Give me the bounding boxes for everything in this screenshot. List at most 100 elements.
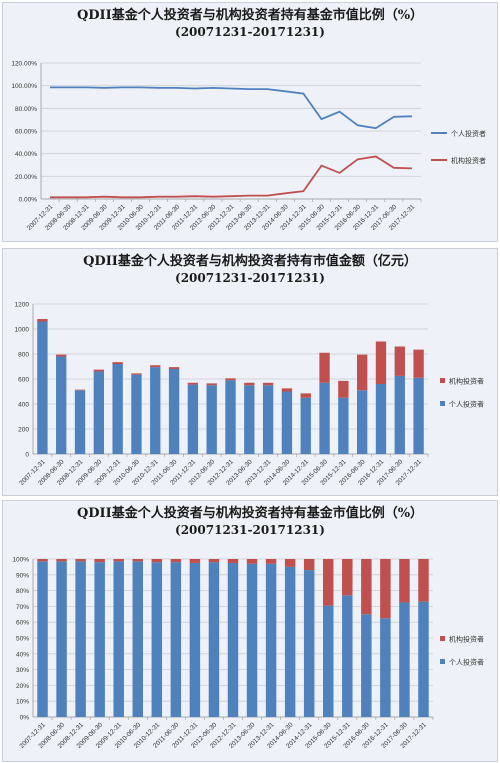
y-tick-label: 60% — [16, 620, 29, 627]
bar-institution — [265, 559, 277, 564]
bar-institution — [187, 382, 199, 385]
y-tick-label: 200 — [18, 427, 29, 434]
y-tick-label: 90% — [16, 572, 29, 579]
bar-institution — [37, 559, 48, 562]
y-tick-label: 120.00% — [11, 61, 37, 68]
bar-individual — [132, 561, 143, 717]
bar-institution — [170, 559, 182, 563]
bar-institution — [206, 383, 217, 386]
bar-institution — [74, 389, 86, 391]
bar-institution — [37, 319, 48, 322]
bar-individual — [394, 375, 405, 454]
bar-institution — [227, 559, 239, 563]
y-tick-label: 30% — [16, 667, 29, 674]
bar-individual — [342, 595, 353, 717]
bar-individual — [37, 321, 48, 454]
bar-institution — [380, 559, 391, 619]
chart-title: QDII基金个人投资者与机构投资者持有基金市值比例（%） — [76, 8, 424, 23]
legend-label: 个人投资者 — [449, 658, 484, 667]
y-tick-label: 40% — [16, 651, 29, 658]
bar-institution — [361, 559, 372, 615]
bar-institution — [303, 559, 315, 571]
bar-institution — [281, 388, 293, 392]
chart-title-block: QDII基金个人投资者与机构投资者持有市值金额（亿元） (20071231-20… — [3, 253, 497, 287]
chart-panel-stacked-amount: QDII基金个人投资者与机构投资者持有市值金额（亿元） (20071231-20… — [2, 248, 498, 496]
bar-institution — [246, 559, 258, 564]
bar-institution — [208, 559, 220, 563]
y-tick-label: 10% — [16, 699, 29, 706]
legend-label: 个人投资者 — [449, 400, 484, 409]
chart-subtitle: (20071231-20171231) — [175, 25, 325, 39]
chart-title: QDII基金个人投资者与机构投资者持有基金市值比例（%） — [76, 506, 424, 521]
bar-individual — [244, 385, 255, 454]
y-tick-label: 0.00% — [19, 197, 38, 204]
chart-title-block: QDII基金个人投资者与机构投资者持有基金市值比例（%） (20071231-2… — [3, 505, 497, 539]
legend-swatch — [440, 636, 445, 641]
bar-institution — [131, 373, 142, 375]
bar-individual — [37, 561, 48, 717]
bar-individual — [246, 563, 258, 717]
line-chart-ratio: 0.00% 20.00% 40.00% 60.00% 80.00% 100.00% 120.… — [11, 61, 486, 232]
bar-individual — [300, 397, 311, 454]
legend-label: 机构投资者 — [451, 156, 486, 165]
bar-individual — [361, 614, 372, 717]
percent-stacked-bar-chart: 0%10%20%30%40%50%60%70%80%90%100%2007-12… — [12, 557, 484, 750]
bar-individual — [227, 562, 239, 717]
bar-individual — [356, 390, 368, 454]
bar-institution — [300, 393, 311, 398]
y-tick-label: 80.00% — [15, 106, 37, 113]
bar-individual — [206, 385, 217, 454]
bar-individual — [187, 384, 199, 454]
bar-individual — [262, 385, 274, 454]
bar-individual — [418, 601, 429, 717]
bar-individual — [265, 563, 277, 717]
chart-subtitle: (20071231-20171231) — [175, 523, 325, 537]
series-line-institution — [50, 155, 413, 199]
legend-swatch — [440, 401, 445, 406]
bar-individual — [170, 562, 182, 717]
bar-individual — [150, 367, 161, 454]
bar-institution — [284, 559, 296, 567]
bar-institution — [356, 354, 368, 391]
bar-individual — [112, 364, 123, 454]
bar-institution — [225, 378, 236, 381]
bar-individual — [189, 562, 201, 717]
bar-institution — [113, 559, 124, 562]
bar-institution — [56, 354, 67, 357]
bar-individual — [113, 561, 124, 717]
bar-institution — [150, 365, 161, 368]
bar-institution — [93, 369, 105, 372]
y-tick-label: 20% — [16, 683, 29, 690]
bar-institution — [375, 341, 387, 384]
bar-individual — [281, 391, 293, 454]
bar-individual — [94, 562, 105, 717]
y-tick-label: 0% — [20, 715, 30, 722]
bar-individual — [323, 605, 334, 717]
bar-institution — [342, 559, 353, 596]
chart-title-block: QDII基金个人投资者与机构投资者持有基金市值比例（%） (20071231-2… — [3, 7, 497, 41]
bar-institution — [151, 559, 163, 563]
bar-individual — [93, 371, 105, 454]
bar-institution — [94, 559, 105, 563]
bar-institution — [168, 367, 180, 369]
bar-individual — [75, 561, 86, 717]
bar-institution — [244, 382, 255, 386]
y-tick-label: 800 — [18, 352, 29, 359]
stacked-bar-chart-amount: 0200400600800100012002007-12-312008-06-3… — [15, 302, 484, 487]
bar-individual — [338, 397, 349, 454]
bar-institution — [112, 362, 123, 364]
legend-swatch — [440, 378, 445, 383]
bar-institution — [189, 559, 201, 563]
y-tick-label: 20.00% — [15, 174, 37, 181]
bar-individual — [413, 377, 424, 454]
bar-institution — [338, 380, 349, 398]
bar-individual — [208, 562, 220, 717]
bar-individual — [168, 369, 180, 454]
bar-institution — [56, 559, 67, 562]
chart-subtitle: (20071231-20171231) — [175, 271, 325, 285]
bar-individual — [225, 380, 236, 454]
y-tick-label: 1000 — [15, 327, 30, 334]
bar-individual — [303, 570, 315, 717]
bar-individual — [399, 602, 410, 717]
bar-institution — [262, 382, 274, 386]
